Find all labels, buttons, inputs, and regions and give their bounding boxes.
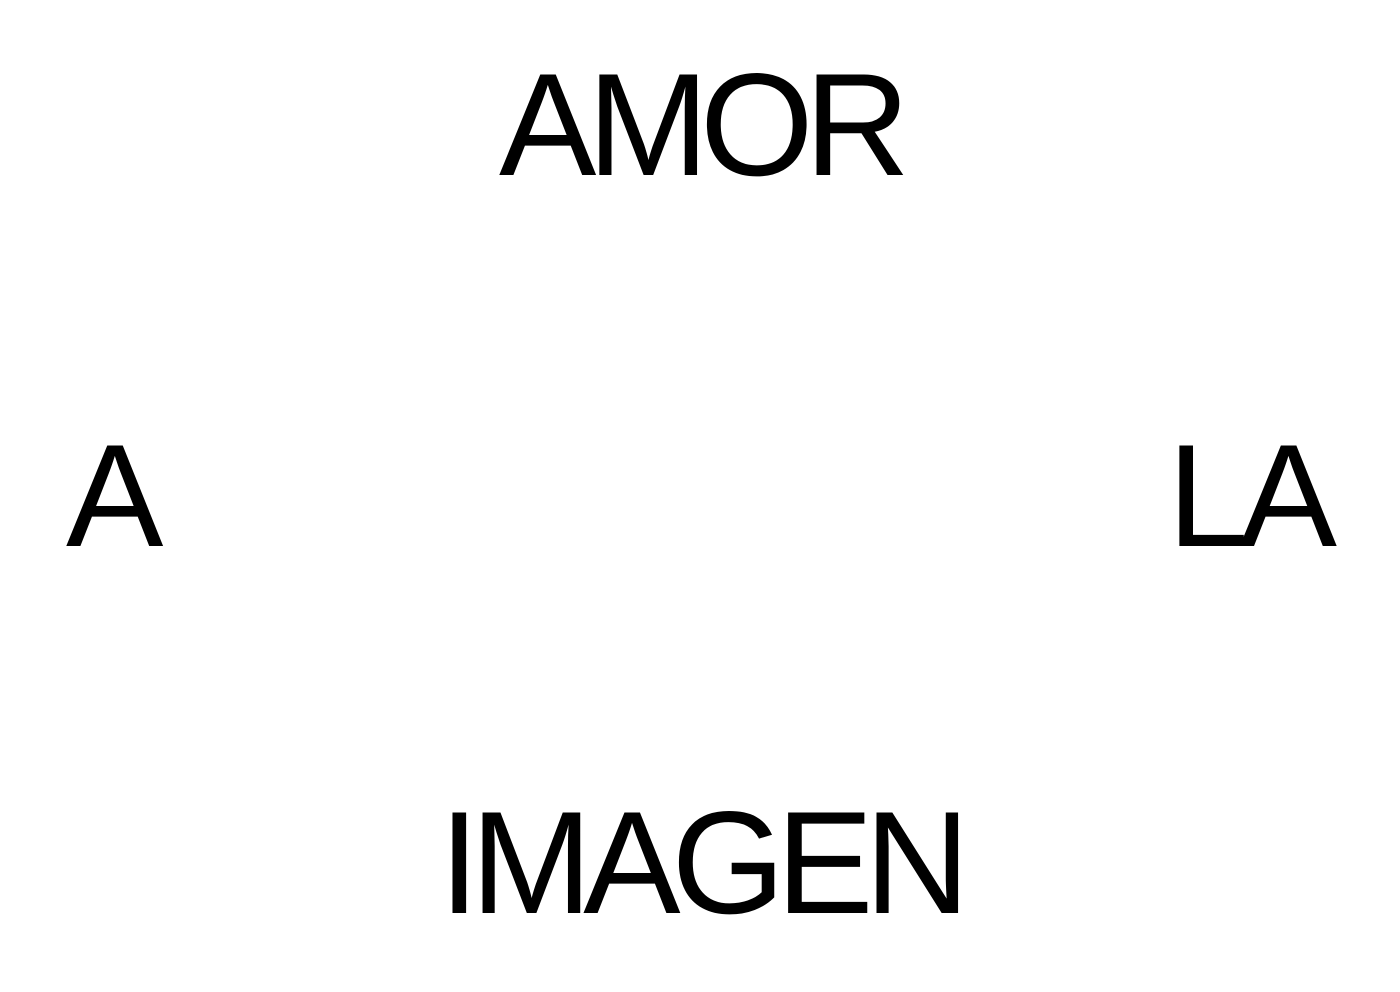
word-right: LA xyxy=(1167,414,1337,577)
word-bottom: IMAGEN xyxy=(439,781,970,944)
word-top: AMOR xyxy=(499,43,910,206)
word-left: A xyxy=(66,414,163,577)
